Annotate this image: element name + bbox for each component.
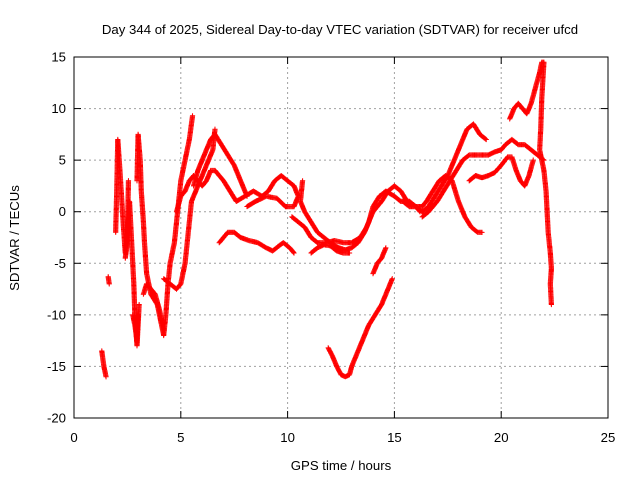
data-point <box>244 203 250 210</box>
data-point <box>125 178 132 184</box>
data-point <box>106 281 112 287</box>
y-tick-label: 10 <box>51 101 66 116</box>
data-point <box>548 301 554 308</box>
x-tick-label: 0 <box>70 430 77 445</box>
y-tick-label: -15 <box>47 359 66 374</box>
data-point <box>245 203 251 209</box>
data-point <box>483 136 489 143</box>
series-arc-c <box>113 136 132 256</box>
x-tick-label: 5 <box>177 430 184 445</box>
x-tick-label: 10 <box>280 430 295 445</box>
y-tick-label: -20 <box>47 411 66 426</box>
x-tick-label: 20 <box>494 430 509 445</box>
series-arc-n <box>308 242 353 256</box>
series-arc-i <box>173 167 301 215</box>
data-point <box>290 249 296 255</box>
data-point <box>389 276 395 282</box>
data-point <box>103 374 109 380</box>
series-arc-g <box>140 281 167 333</box>
data-point <box>346 250 353 256</box>
series-arc-p <box>370 245 389 277</box>
data-point <box>161 327 167 333</box>
series-arc-f <box>134 113 196 339</box>
series-arc-h <box>161 126 218 292</box>
series-arc-s <box>466 154 536 189</box>
series-arc-o <box>325 276 395 380</box>
series-arc-b <box>105 274 112 287</box>
data-point <box>482 136 488 142</box>
x-tick-label: 15 <box>387 430 402 445</box>
data-point <box>189 113 196 119</box>
y-tick-label: -5 <box>54 256 66 271</box>
series-arc-l <box>289 183 423 246</box>
grid-lines <box>74 57 608 418</box>
y-tick-label: -10 <box>47 307 66 322</box>
series-arc-e <box>130 312 141 344</box>
data-point <box>383 245 389 251</box>
series-arc-j <box>191 131 250 199</box>
data-point <box>291 250 297 256</box>
y-tick-label: 15 <box>51 50 66 65</box>
y-tick-label: 5 <box>59 153 66 168</box>
series-arc-m <box>297 173 485 253</box>
y-axis-label: SDTVAR / TECUs <box>7 185 22 291</box>
x-axis-label: GPS time / hours <box>291 458 392 473</box>
axis-ticks: 0 5 10 15 20 25 -20 -15 -10 -5 0 5 10 15 <box>47 50 615 446</box>
data-point <box>530 157 536 163</box>
series-arc-a <box>99 348 109 380</box>
data-point <box>479 229 485 235</box>
x-tick-label: 25 <box>601 430 616 445</box>
data-point <box>212 126 218 132</box>
data-point <box>244 193 250 199</box>
data-point <box>135 312 141 318</box>
series-arc-q <box>400 121 489 215</box>
plot-frame <box>73 56 609 419</box>
data-point <box>136 301 142 308</box>
series-arc-t <box>507 59 554 308</box>
series-arc-k <box>216 229 297 256</box>
chart-title: Day 344 of 2025, Sidereal Day-to-day VTE… <box>102 22 578 37</box>
y-tick-label: 0 <box>59 204 66 219</box>
data-points <box>99 59 554 380</box>
